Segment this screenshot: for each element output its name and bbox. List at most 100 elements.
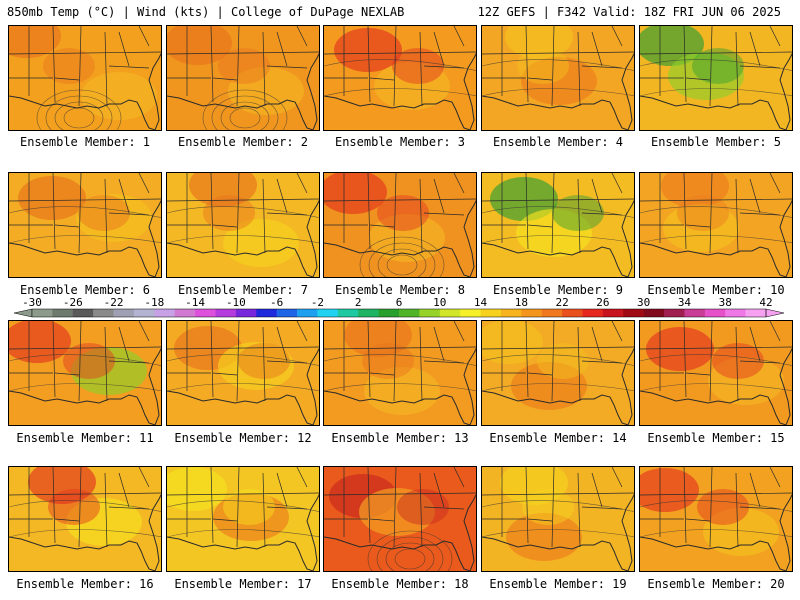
colorbar-tick-label: -6	[270, 296, 283, 309]
colorbar-swatch	[93, 309, 114, 317]
colorbar-swatch	[215, 309, 237, 317]
colorbar-swatch	[378, 309, 400, 317]
colorbar-swatch	[419, 309, 441, 317]
temperature-field	[167, 173, 319, 277]
colorbar-swatch	[399, 309, 420, 317]
colorbar-tick-label: -14	[185, 296, 205, 309]
temperature-field	[9, 173, 161, 277]
member-caption: Ensemble Member: 7	[177, 283, 309, 297]
temperature-field	[9, 321, 161, 425]
colorbar-tick-label: 30	[637, 296, 650, 309]
colorbar-tick-label: -22	[104, 296, 124, 309]
member-caption: Ensemble Member: 19	[489, 577, 627, 591]
temperature-field	[324, 321, 476, 425]
colorbar-tick-label: 34	[678, 296, 692, 309]
colorbar-swatch	[337, 309, 359, 317]
member-caption: Ensemble Member: 10	[647, 283, 785, 297]
member-caption: Ensemble Member: 12	[174, 431, 312, 445]
ensemble-map-13	[323, 320, 477, 426]
ensemble-map-6	[8, 172, 162, 278]
member-caption: Ensemble Member: 8	[334, 283, 466, 297]
ensemble-map-14	[481, 320, 635, 426]
temperature-field	[482, 321, 634, 425]
colorbar-swatch	[154, 309, 176, 317]
temperature-field	[640, 467, 792, 571]
temperature-field	[167, 26, 319, 130]
colorbar-swatch	[32, 309, 53, 317]
temperature-field	[9, 26, 161, 130]
ensemble-map-20	[639, 466, 793, 572]
temperature-field	[324, 26, 476, 130]
colorbar-swatch	[113, 309, 135, 317]
member-caption: Ensemble Member: 3	[334, 135, 466, 149]
colorbar-tick-label: 10	[433, 296, 446, 309]
colorbar-swatch	[704, 309, 726, 317]
temperature-field	[482, 467, 634, 571]
colorbar-swatch	[623, 309, 644, 317]
temperature-field	[640, 173, 792, 277]
colorbar-tick-label: 2	[355, 296, 362, 309]
member-caption: Ensemble Member: 16	[16, 577, 154, 591]
ensemble-map-19	[481, 466, 635, 572]
colorbar-swatch	[684, 309, 706, 317]
colorbar-swatch	[521, 309, 543, 317]
temperature-field	[167, 321, 319, 425]
colorbar-swatch	[643, 309, 665, 317]
colorbar-tick-label: 18	[515, 296, 528, 309]
header-left-title: 850mb Temp (°C) | Wind (kts) | College o…	[7, 5, 405, 19]
colorbar-swatch	[562, 309, 583, 317]
colorbar-swatch	[358, 309, 379, 317]
colorbar-swatch	[664, 309, 685, 317]
temperature-colorbar: -30 -26 -22 -18 -14 -10 -6 -2 2 6 10 14 18 22 26 30 34 38…	[13, 296, 785, 318]
colorbar-swatch	[480, 309, 502, 317]
colorbar-swatch	[235, 309, 257, 317]
member-caption: Ensemble Member: 20	[647, 577, 785, 591]
colorbar-tick-label: 38	[719, 296, 732, 309]
member-caption: Ensemble Member: 4	[492, 135, 624, 149]
colorbar-swatch	[174, 309, 196, 317]
colorbar-swatch	[195, 309, 216, 317]
colorbar-swatch	[439, 309, 461, 317]
colorbar-tick-label: -10	[226, 296, 246, 309]
ensemble-map-12	[166, 320, 320, 426]
ensemble-map-1	[8, 25, 162, 131]
colorbar-max-arrow	[765, 308, 785, 318]
ensemble-map-8	[323, 172, 477, 278]
member-caption: Ensemble Member: 9	[492, 283, 624, 297]
ensemble-map-5	[639, 25, 793, 131]
colorbar-swatch	[725, 309, 746, 317]
colorbar-swatch	[276, 309, 298, 317]
colorbar-tick-label: -2	[311, 296, 324, 309]
colorbar-swatch	[72, 309, 94, 317]
colorbar-tick-label: -30	[22, 296, 42, 309]
member-caption: Ensemble Member: 17	[174, 577, 312, 591]
ensemble-map-10	[639, 172, 793, 278]
member-caption: Ensemble Member: 6	[19, 283, 151, 297]
colorbar-tick-label: 14	[474, 296, 488, 309]
colorbar-tick-label: -18	[144, 296, 164, 309]
colorbar-tick-label: 26	[596, 296, 609, 309]
member-caption: Ensemble Member: 2	[177, 135, 309, 149]
temperature-field	[482, 173, 634, 277]
header-right-title: 12Z GEFS | F342 Valid: 18Z FRI JUN 06 20…	[477, 5, 781, 19]
colorbar-swatch	[460, 309, 481, 317]
colorbar-swatch	[52, 309, 74, 317]
colorbar-tick-label: 6	[396, 296, 403, 309]
colorbar-swatch	[297, 309, 318, 317]
colorbar-swatch	[602, 309, 624, 317]
colorbar-min-arrow	[13, 308, 33, 318]
ensemble-map-7	[166, 172, 320, 278]
ensemble-map-2	[166, 25, 320, 131]
ensemble-map-3	[323, 25, 477, 131]
member-caption: Ensemble Member: 11	[16, 431, 154, 445]
colorbar-tick-label: 22	[555, 296, 568, 309]
member-caption: Ensemble Member: 1	[19, 135, 151, 149]
temperature-field	[324, 467, 476, 571]
temperature-field	[640, 321, 792, 425]
colorbar-swatch	[256, 309, 277, 317]
ensemble-map-4	[481, 25, 635, 131]
ensemble-map-9	[481, 172, 635, 278]
member-caption: Ensemble Member: 18	[331, 577, 469, 591]
ensemble-map-17	[166, 466, 320, 572]
temperature-field	[167, 467, 319, 571]
